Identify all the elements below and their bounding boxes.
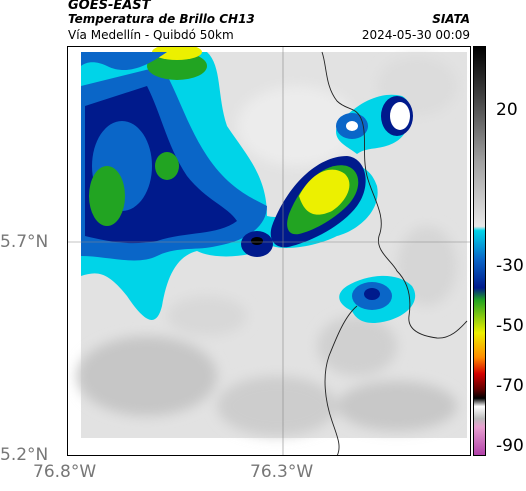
- lat-label-5-2: 5.2°N: [0, 445, 49, 465]
- convective-clouds: [81, 46, 416, 323]
- lon-label-76-8: 76.8°W: [33, 462, 97, 482]
- timestamp-label: 2024-05-30 00:09: [361, 28, 470, 42]
- colorbar-label-minus-30: -30: [496, 256, 524, 276]
- boundary-lines: [321, 51, 468, 456]
- product-title: Temperatura de Brillo CH13: [68, 12, 255, 26]
- agency-label: SIATA: [432, 12, 470, 26]
- colorbar-label-minus-90: -90: [496, 436, 524, 456]
- colorbar-label-minus-70: -70: [496, 376, 524, 396]
- colorbar-label-minus-50: -50: [496, 316, 524, 336]
- colorbar-label-20: 20: [496, 100, 518, 120]
- lat-label-5-7: 5.7°N: [0, 232, 49, 252]
- map-border: [67, 46, 471, 456]
- satellite-map: [67, 46, 471, 456]
- colorbar-gradient: [473, 46, 486, 456]
- colorbar: [473, 46, 486, 456]
- lon-label-76-3: 76.3°W: [250, 462, 314, 482]
- route-label: Vía Medellín - Quibdó 50km: [68, 28, 234, 42]
- grid-lines: [67, 46, 471, 456]
- satellite-title: GOES-EAST: [68, 0, 151, 13]
- cloud-texture: [77, 56, 457, 436]
